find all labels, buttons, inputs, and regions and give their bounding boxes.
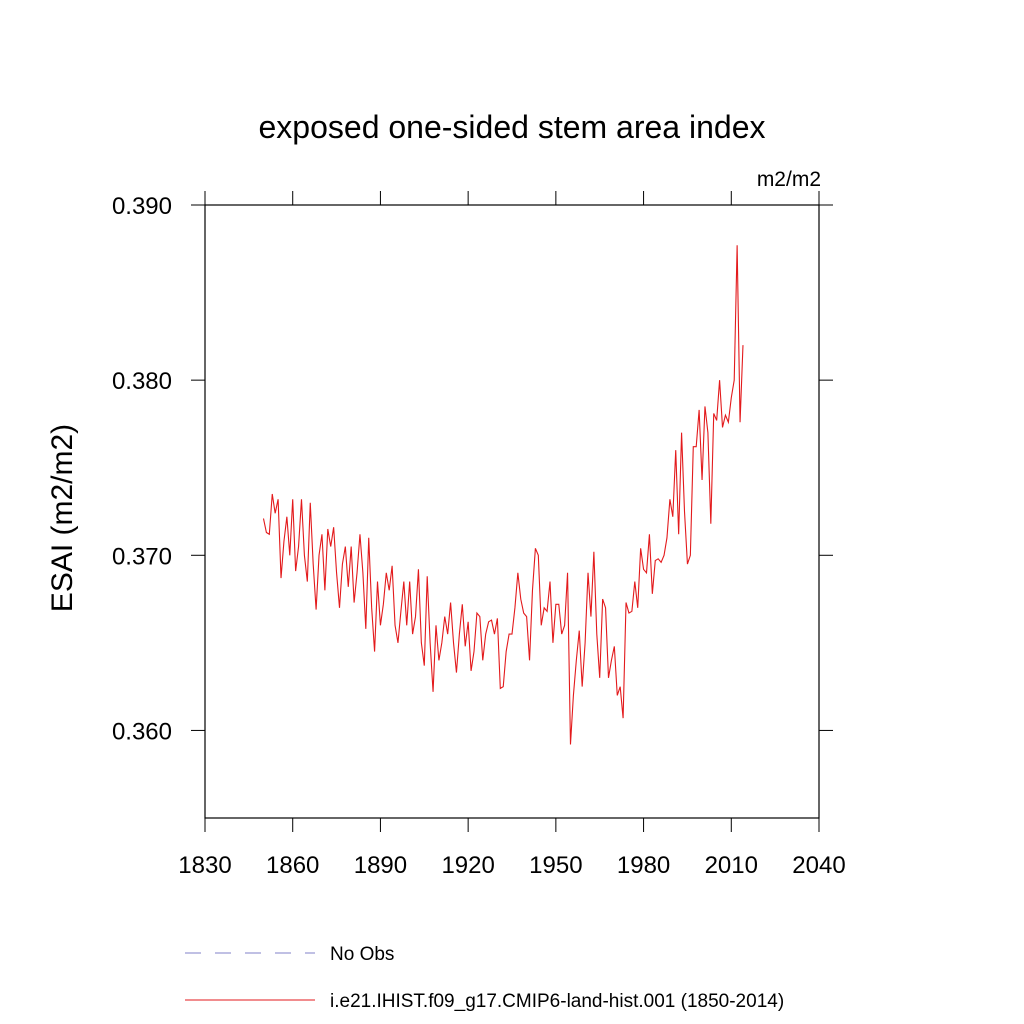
x-tick-label: 1860	[266, 852, 319, 879]
chart-title: exposed one-sided stem area index	[259, 109, 766, 145]
y-tick-label: 0.370	[112, 543, 172, 570]
x-tick-label: 2040	[792, 852, 845, 879]
y-axis-label: ESAI (m2/m2)	[46, 424, 79, 612]
units-label: m2/m2	[757, 168, 821, 191]
y-tick-label: 0.360	[112, 718, 172, 745]
data-line	[262, 245, 744, 745]
legend-label: i.e21.IHIST.f09_g17.CMIP6-land-hist.001 …	[330, 991, 784, 1012]
y-tick-label: 0.390	[112, 193, 172, 220]
plot-frame	[204, 204, 820, 819]
x-tick-label: 1920	[441, 852, 494, 879]
x-tick-label: 2010	[705, 852, 758, 879]
x-tick-label: 1890	[354, 852, 407, 879]
y-tick-label: 0.380	[112, 368, 172, 395]
x-tick-label: 1980	[617, 852, 670, 879]
x-tick-label: 1950	[529, 852, 582, 879]
x-tick-label: 1830	[178, 852, 231, 879]
legend-label: No Obs	[330, 944, 394, 965]
